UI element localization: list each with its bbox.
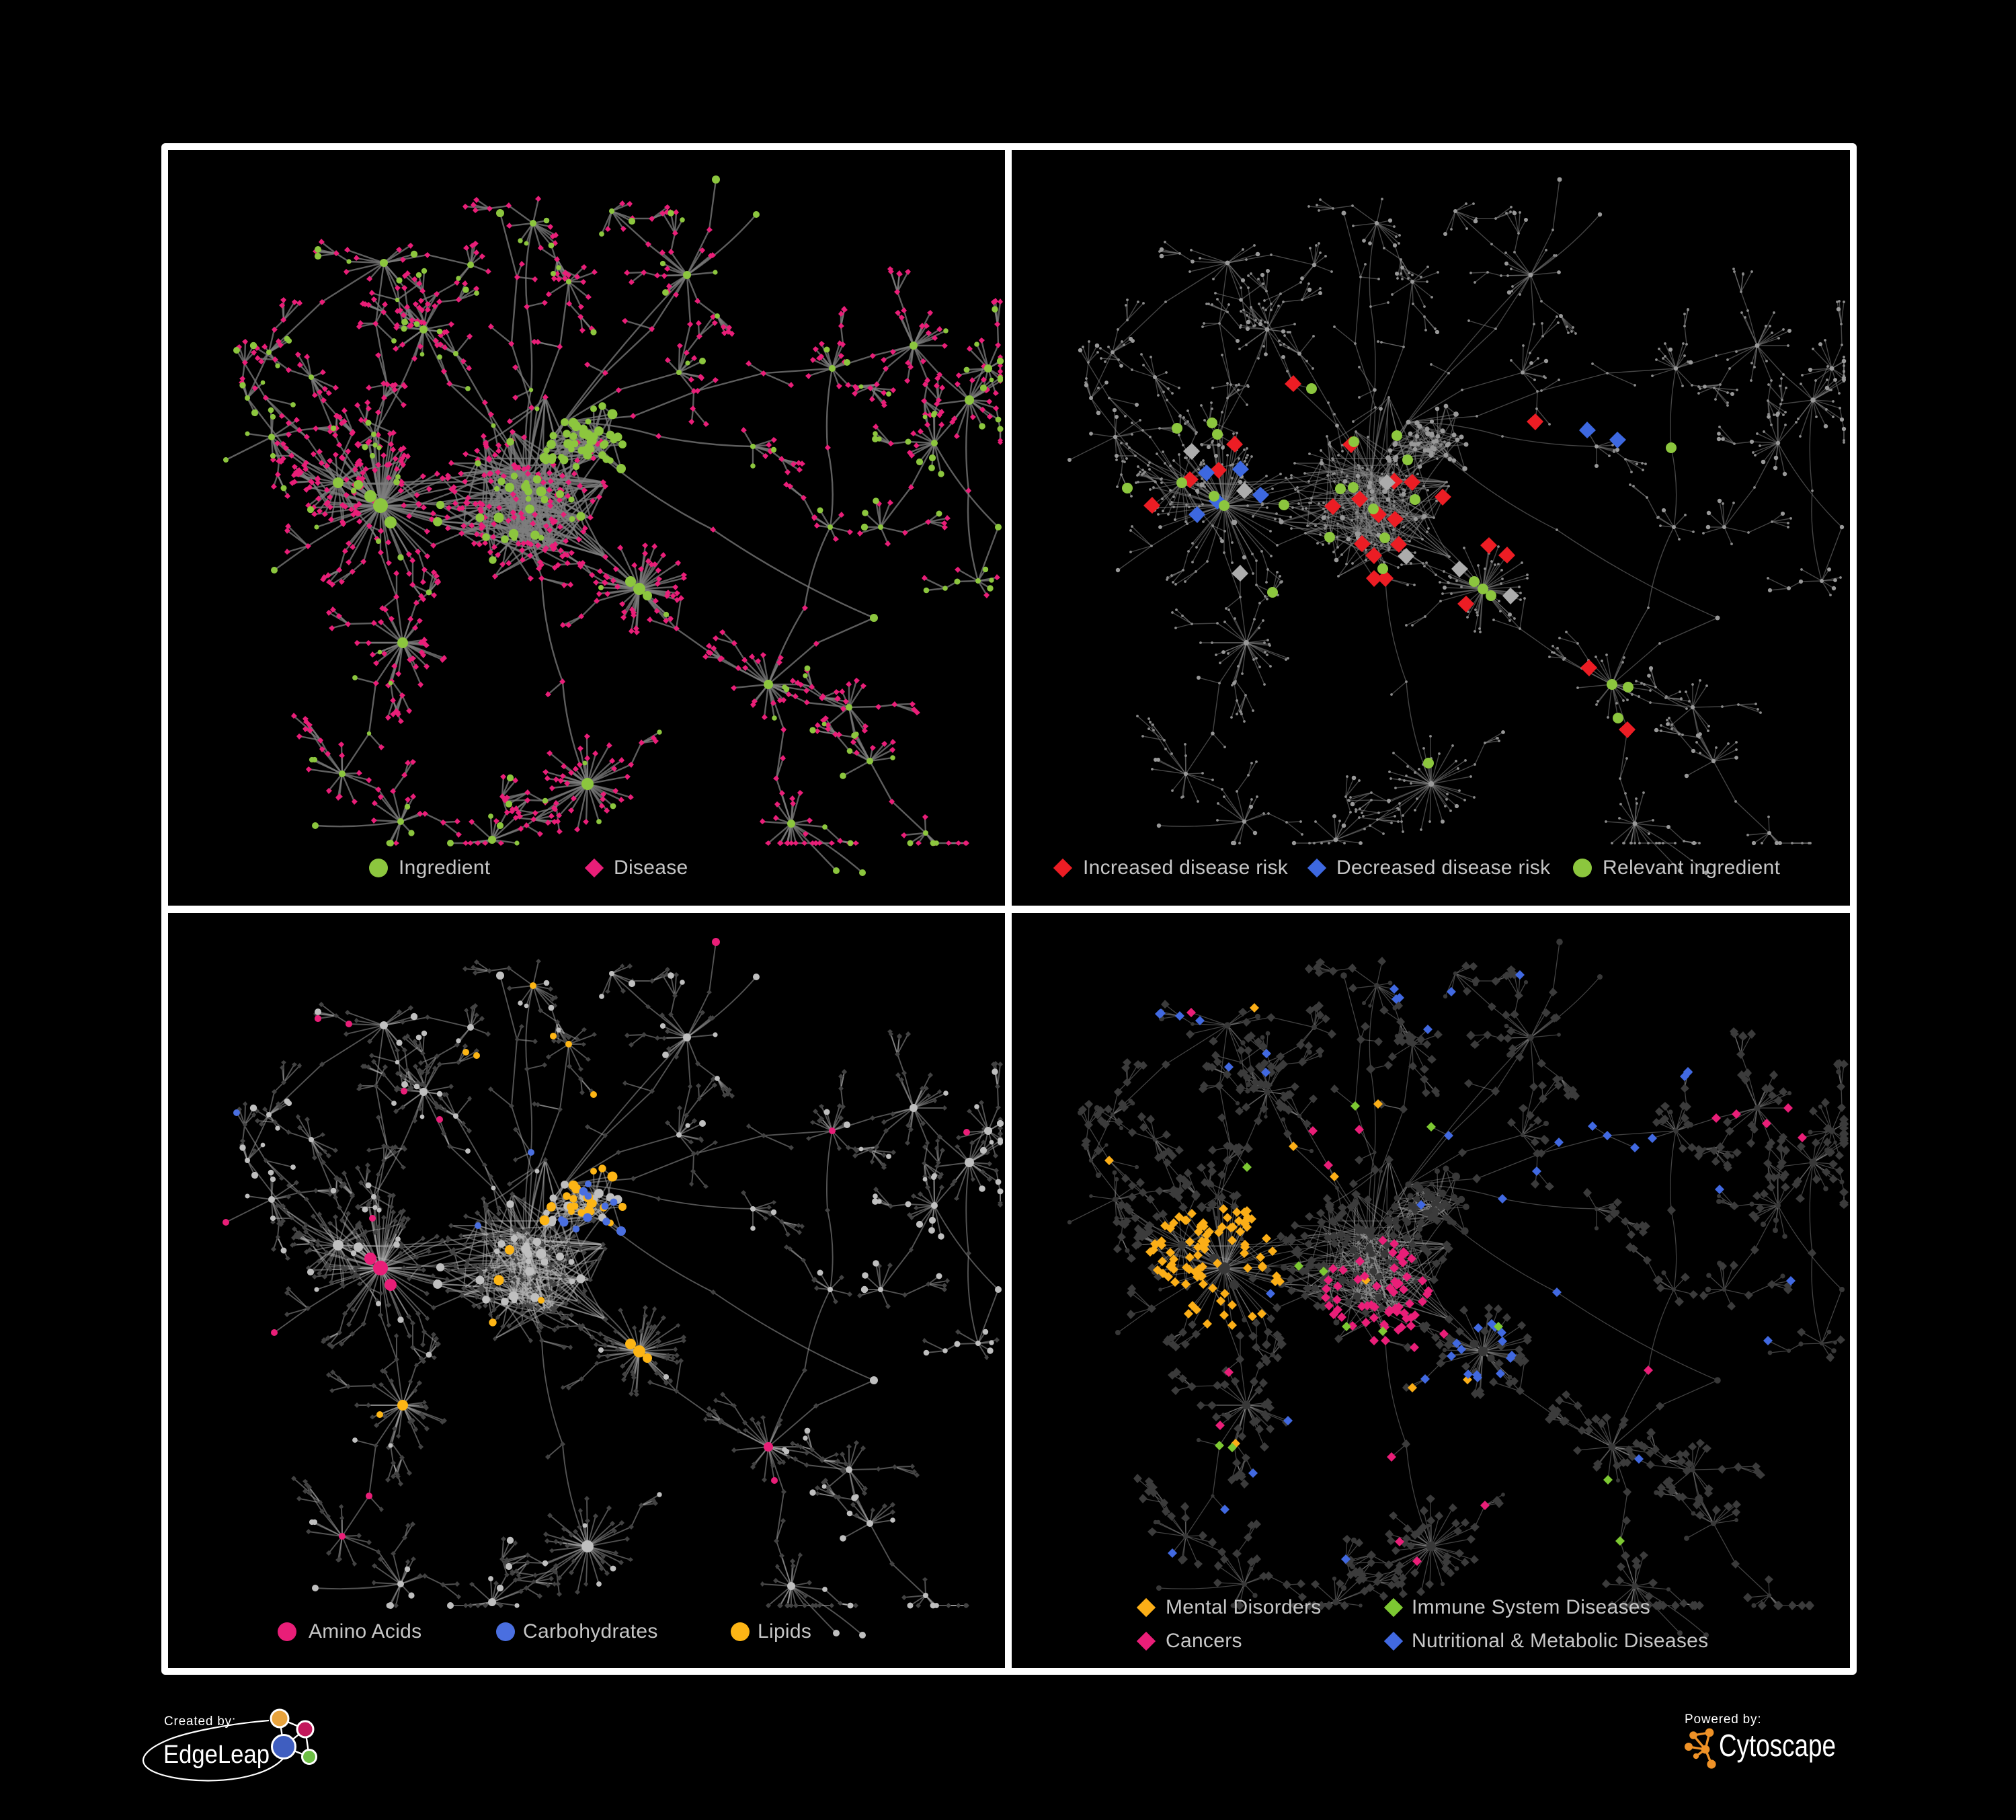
svg-text:Created by:: Created by: <box>164 1714 236 1729</box>
svg-text:Powered by:: Powered by: <box>1685 1712 1761 1727</box>
svg-text:EdgeLeap: EdgeLeap <box>163 1741 270 1769</box>
svg-text:Cytoscape: Cytoscape <box>1719 1728 1836 1763</box>
